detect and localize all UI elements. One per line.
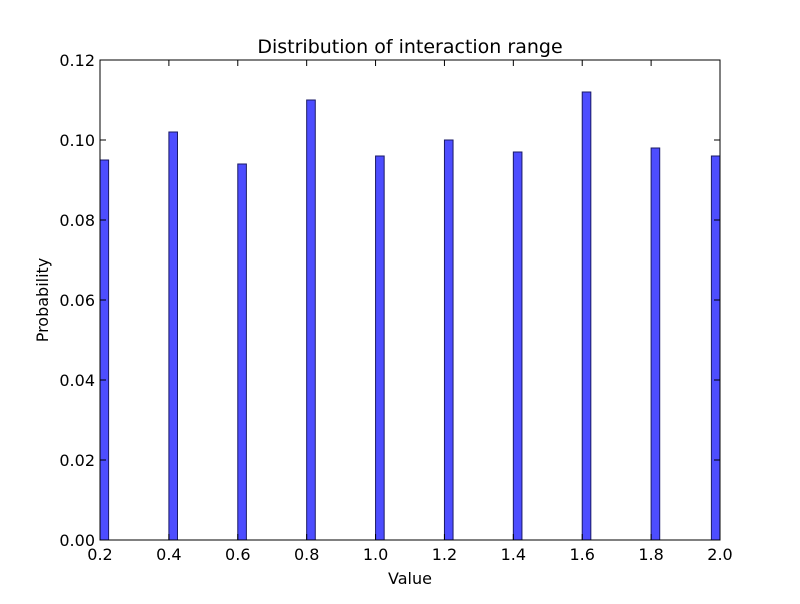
y-tick-label-0.08: 0.08 — [59, 211, 95, 230]
bar-1.4 — [512, 151, 523, 541]
x-tick-label-0.6: 0.6 — [225, 545, 250, 564]
x-axis-label: Value — [388, 569, 432, 588]
bar-0.8 — [306, 99, 316, 541]
bar-1.0 — [375, 155, 385, 541]
chart-title: Distribution of interaction range — [257, 36, 562, 58]
x-tick-label-1.8: 1.8 — [638, 545, 663, 564]
y-tick-label-0.04: 0.04 — [59, 371, 95, 390]
x-tick-label-0.8: 0.8 — [294, 545, 319, 564]
bar-0.2 — [99, 159, 110, 541]
x-tick-label-0.2: 0.2 — [87, 545, 112, 564]
y-tick-label-0.02: 0.02 — [59, 451, 95, 470]
x-tick-label-1.0: 1.0 — [363, 545, 388, 564]
x-tick-label-1.6: 1.6 — [569, 545, 594, 564]
ticks-layer: 0.2 0.4 0.6 0.8 1.0 1.2 1.4 1.6 1.8 2.0 0.00 0.02 0.… — [59, 51, 732, 564]
x-tick-label-1.4: 1.4 — [501, 545, 526, 564]
x-tick-label-0.4: 0.4 — [156, 545, 181, 564]
bar-1.2 — [443, 139, 454, 541]
bar-1.8 — [650, 147, 661, 541]
x-tick-label-1.2: 1.2 — [432, 545, 457, 564]
y-tick-label-0.00: 0.00 — [59, 531, 95, 550]
y-axis-label: Probability — [33, 258, 52, 343]
x-tick-label-2.0: 2.0 — [707, 545, 732, 564]
y-tick-label-0.06: 0.06 — [59, 291, 95, 310]
bar-1.6 — [581, 91, 592, 541]
bar-0.4 — [168, 131, 178, 541]
plot-area-frame — [99, 59, 721, 541]
y-tick-label-0.10: 0.10 — [59, 131, 95, 150]
bars-layer — [99, 91, 721, 541]
bar-0.6 — [237, 163, 247, 541]
bar-2.0 — [710, 155, 721, 541]
y-tick-label-0.12: 0.12 — [59, 51, 95, 70]
